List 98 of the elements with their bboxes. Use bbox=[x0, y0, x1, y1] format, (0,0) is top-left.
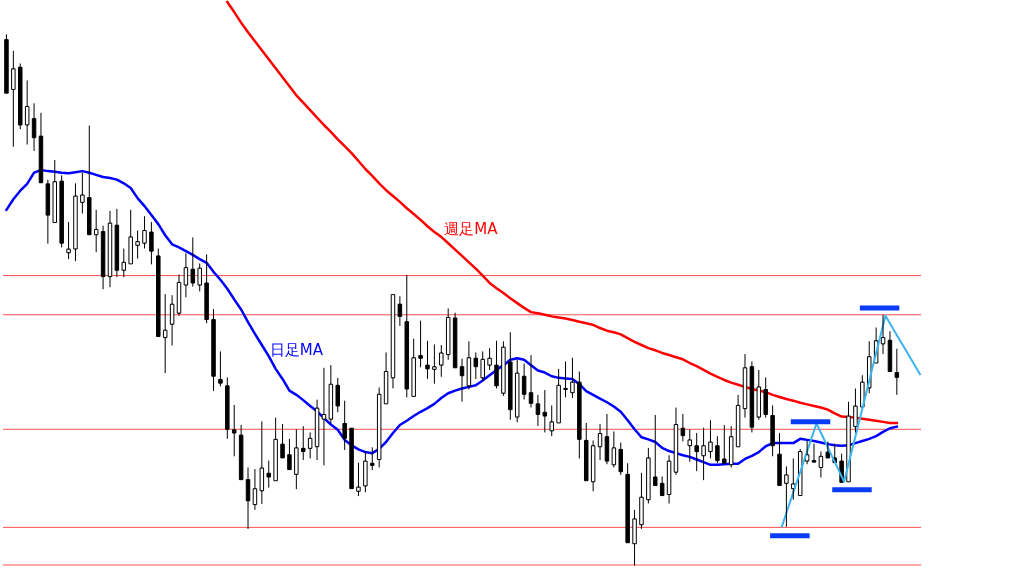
candlestick bbox=[701, 427, 706, 481]
candlestick bbox=[204, 254, 209, 324]
candlestick bbox=[646, 447, 651, 504]
candlestick bbox=[632, 509, 637, 566]
candlestick bbox=[294, 429, 299, 490]
candlestick bbox=[694, 433, 699, 472]
candlestick bbox=[370, 447, 375, 471]
candlestick bbox=[432, 344, 437, 384]
candlestick bbox=[397, 296, 403, 326]
candlestick bbox=[342, 400, 347, 450]
candlestick bbox=[494, 340, 499, 389]
candlestick bbox=[577, 371, 582, 459]
candlestick bbox=[190, 237, 196, 287]
candlestick bbox=[11, 50, 16, 147]
candlestick bbox=[66, 222, 71, 260]
candlestick bbox=[501, 341, 506, 396]
candlestick bbox=[549, 405, 554, 437]
candlestick bbox=[894, 348, 900, 395]
candlestick bbox=[142, 216, 147, 249]
candlestick bbox=[542, 390, 548, 433]
candlestick bbox=[514, 359, 520, 423]
candlestick bbox=[487, 348, 492, 370]
candlestick bbox=[211, 308, 216, 392]
candlestick bbox=[715, 436, 720, 464]
candlestick bbox=[218, 351, 223, 387]
candlestick bbox=[52, 160, 58, 224]
candlestick bbox=[480, 351, 485, 382]
candlestick bbox=[825, 441, 831, 459]
candlestick bbox=[618, 442, 623, 475]
candlestick bbox=[259, 421, 265, 504]
candlestick bbox=[521, 363, 527, 400]
candlestick bbox=[328, 365, 334, 424]
candlestick bbox=[93, 209, 99, 253]
candlestick bbox=[583, 422, 589, 482]
candlestick bbox=[708, 420, 713, 459]
candlestick bbox=[273, 417, 278, 482]
candlestick bbox=[653, 415, 658, 486]
candlestick bbox=[4, 34, 9, 94]
candlestick bbox=[114, 208, 120, 278]
candlestick bbox=[80, 172, 85, 214]
candlestick bbox=[625, 463, 630, 544]
candlestick bbox=[439, 345, 444, 377]
candlestick bbox=[425, 340, 430, 379]
candlestick bbox=[639, 472, 644, 529]
candlestick bbox=[749, 361, 755, 433]
candlestick bbox=[135, 230, 140, 259]
candlestick bbox=[860, 375, 865, 408]
candlestick bbox=[853, 388, 858, 433]
candlestick bbox=[659, 476, 665, 497]
candlestick bbox=[45, 179, 51, 244]
candlestick bbox=[149, 222, 154, 265]
candlestick bbox=[418, 320, 423, 368]
candlestick bbox=[307, 432, 313, 459]
candlestick bbox=[687, 429, 693, 462]
candlestick bbox=[266, 460, 271, 488]
candlestick bbox=[556, 368, 561, 424]
candlestick bbox=[356, 462, 361, 497]
candlestick bbox=[197, 263, 202, 292]
candlestick bbox=[169, 295, 175, 346]
candlestick bbox=[763, 377, 768, 418]
candlestick bbox=[156, 248, 161, 338]
candlestick bbox=[756, 369, 762, 420]
candlestick bbox=[225, 377, 230, 439]
candlestick bbox=[680, 413, 686, 442]
candlestick bbox=[508, 332, 513, 420]
candlestick bbox=[784, 466, 789, 527]
candlestick bbox=[162, 294, 168, 374]
candlestick bbox=[287, 438, 292, 471]
candlestick bbox=[335, 377, 341, 413]
candlestick bbox=[238, 425, 244, 481]
candlestick bbox=[301, 426, 306, 460]
candlestick bbox=[563, 361, 568, 398]
candlestick bbox=[121, 248, 127, 278]
candlestick bbox=[570, 357, 575, 398]
candlestick bbox=[59, 175, 64, 248]
candlestick bbox=[376, 387, 382, 468]
candlestick bbox=[445, 308, 451, 360]
candlestick bbox=[722, 425, 727, 464]
candlestick bbox=[728, 426, 734, 468]
candlestick bbox=[363, 451, 368, 493]
series-label: 日足MA bbox=[269, 341, 324, 359]
candlestick bbox=[24, 80, 30, 145]
candlestick bbox=[87, 125, 92, 236]
series-label: 週足MA bbox=[444, 219, 499, 238]
candlestick bbox=[811, 443, 817, 463]
candlestick bbox=[349, 427, 354, 490]
candlestick bbox=[411, 338, 416, 397]
candlestick bbox=[770, 405, 775, 457]
candlestick bbox=[777, 433, 782, 486]
candlestick bbox=[611, 431, 617, 468]
candlestick bbox=[590, 440, 596, 492]
candlestick bbox=[231, 404, 237, 457]
candlestick bbox=[404, 275, 410, 398]
candlestick bbox=[128, 209, 133, 265]
candlestick bbox=[18, 63, 23, 130]
candlestick bbox=[73, 183, 78, 262]
candlestick bbox=[280, 424, 285, 459]
candlestick bbox=[473, 352, 479, 379]
